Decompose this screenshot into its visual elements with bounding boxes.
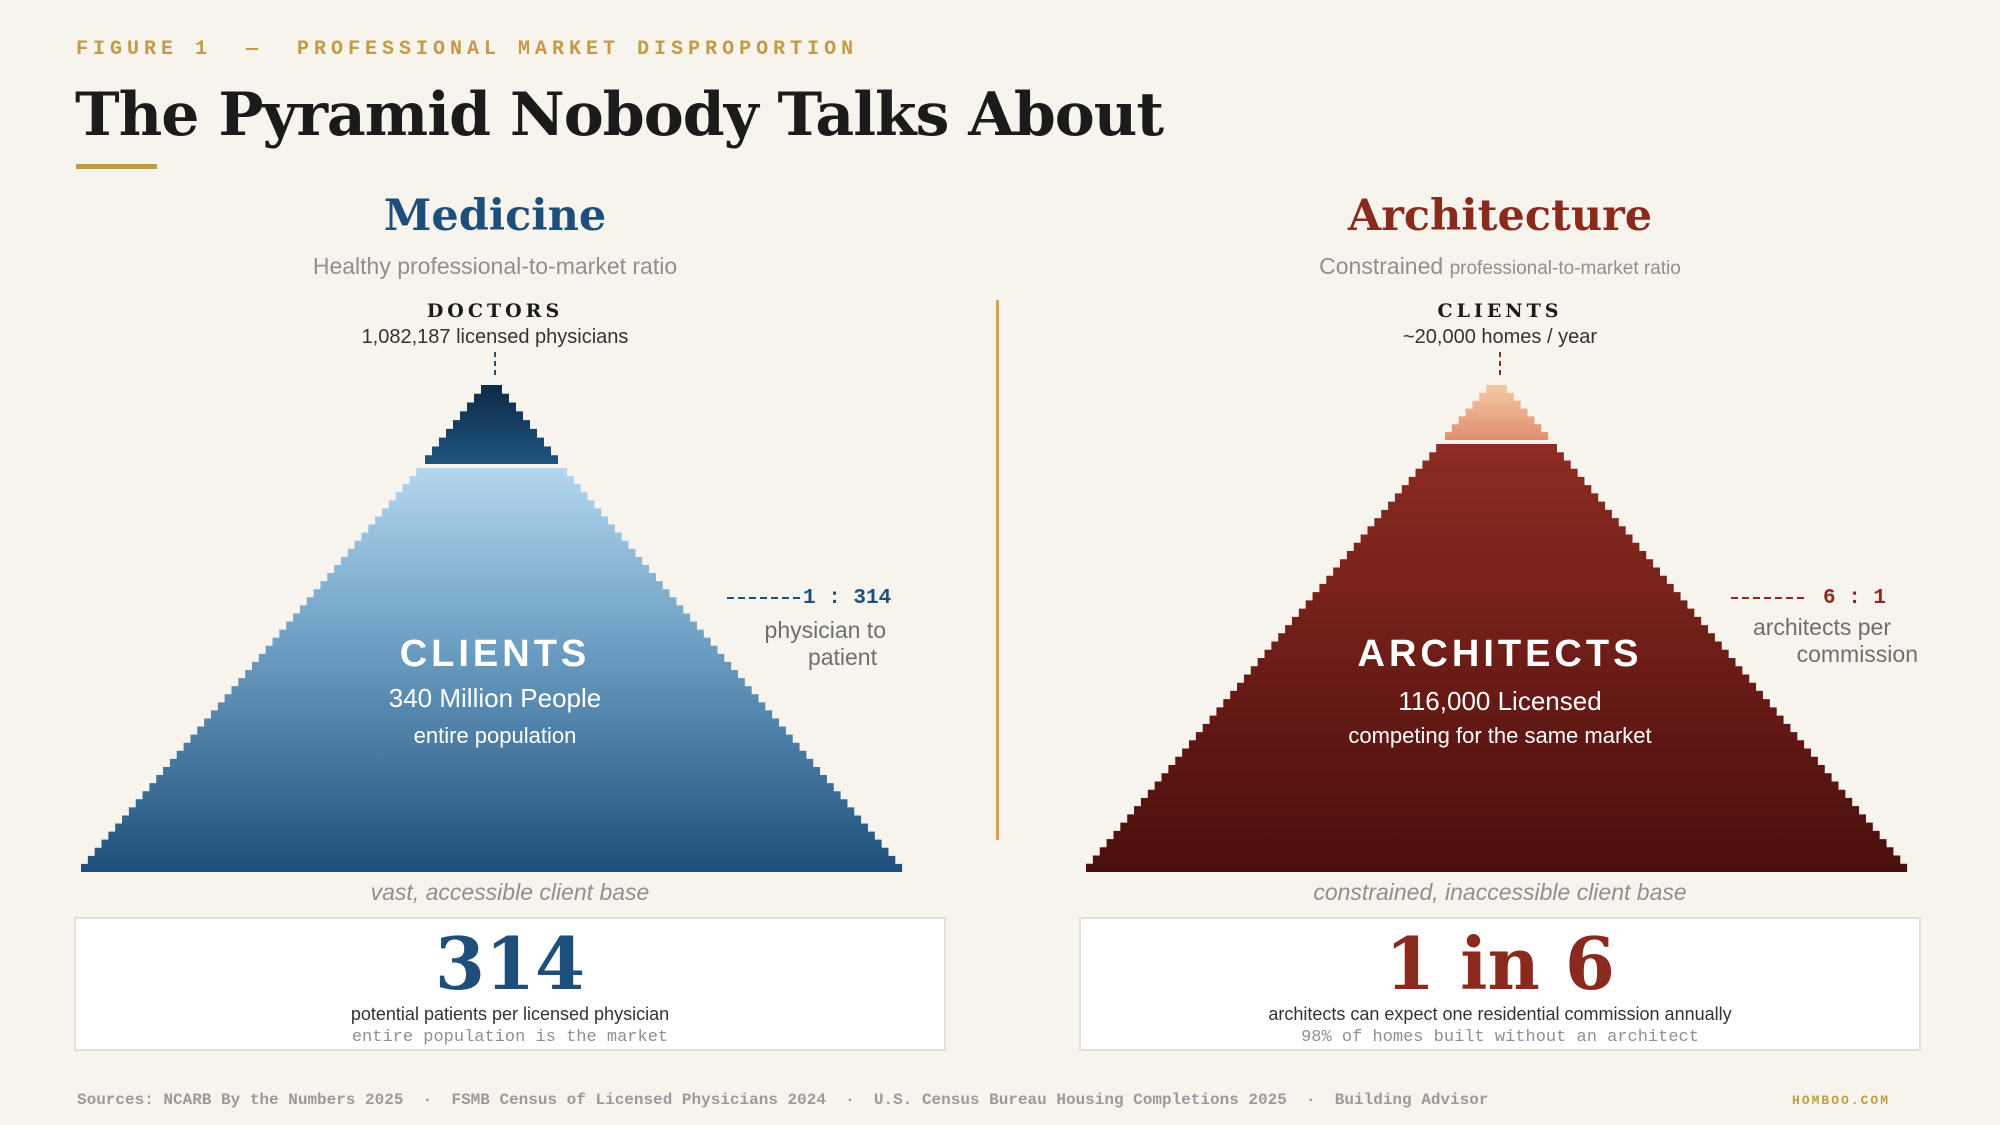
medicine-title: Medicine (383, 191, 607, 241)
architecture-subtitle-main: Constrained (1319, 253, 1444, 279)
architecture-pyramid (1086, 385, 1914, 872)
medicine-ratio-desc: physician to patient (700, 617, 886, 671)
center-divider (996, 300, 999, 840)
architecture-body-note: competing for the same market (1348, 723, 1652, 748)
medicine-clients-tier (81, 468, 909, 872)
medicine-stat-desc: potential patients per licensed physicia… (350, 1004, 670, 1024)
architecture-body-value: 116,000 Licensed (1398, 686, 1602, 716)
architecture-stat-number: 1 in 6 (1384, 921, 1616, 1006)
medicine-ratio: 1 : 314 (803, 587, 892, 610)
architecture-subtitle: Constrained professional-to-market ratio (1150, 253, 1850, 280)
medicine-stat-note: entire population is the market (351, 1028, 669, 1047)
medicine-subtitle: Healthy professional-to-market ratio (312, 253, 678, 279)
medicine-doctors-tier (425, 385, 565, 464)
medicine-stat-box: 314 potential patients per licensed phys… (74, 917, 946, 1051)
architecture-stat-box: 1 in 6 architects can expect one residen… (1079, 917, 1921, 1051)
architecture-subtitle-small: professional-to-market ratio (1449, 258, 1681, 279)
medicine-ratio-desc-line2: patient (807, 644, 877, 670)
architecture-ratio-desc: architects per commission (1700, 614, 1918, 668)
architecture-stat-desc: architects can expect one residential co… (1268, 1004, 1732, 1024)
architecture-stat-note: 98% of homes built without an architect (1301, 1028, 1699, 1047)
architecture-body-label: ARCHITECTS (1357, 633, 1643, 675)
architecture-base-caption: constrained, inaccessible client base (1313, 879, 1687, 905)
medicine-apex-label: DOCTORS (426, 300, 564, 322)
medicine-body-note: entire population (413, 723, 577, 748)
architecture-ratio-desc-line1: architects per (1752, 614, 1891, 640)
architecture-clients-tier (1445, 385, 1555, 440)
architecture-ratio: 6 : 1 (1823, 587, 1887, 610)
architecture-ratio-desc-line2: commission (1796, 641, 1918, 667)
medicine-pyramid (81, 385, 909, 872)
medicine-body-label: CLIENTS (399, 633, 591, 675)
medicine-ratio-desc-line1: physician to (764, 617, 886, 643)
medicine-base-caption: vast, accessible client base (370, 879, 650, 905)
page-title: The Pyramid Nobody Talks About (75, 80, 1164, 150)
medicine-stat-number: 314 (434, 921, 586, 1006)
architecture-title: Architecture (1347, 191, 1653, 241)
architecture-apex-sub: ~20,000 homes / year (1402, 326, 1597, 348)
title-underline (76, 164, 157, 169)
brand-logo-text: HOMBOO.COM (1792, 1093, 1891, 1108)
sources-footer: Sources: NCARB By the Numbers 2025 · FSM… (77, 1091, 1489, 1109)
architecture-apex-label: CLIENTS (1437, 300, 1563, 322)
figure-label: FIGURE 1 — PROFESSIONAL MARKET DISPROPOR… (76, 38, 859, 61)
architecture-architects-tier (1086, 444, 1914, 872)
medicine-body-value: 340 Million People (388, 683, 602, 713)
medicine-apex-sub: 1,082,187 licensed physicians (361, 326, 629, 348)
